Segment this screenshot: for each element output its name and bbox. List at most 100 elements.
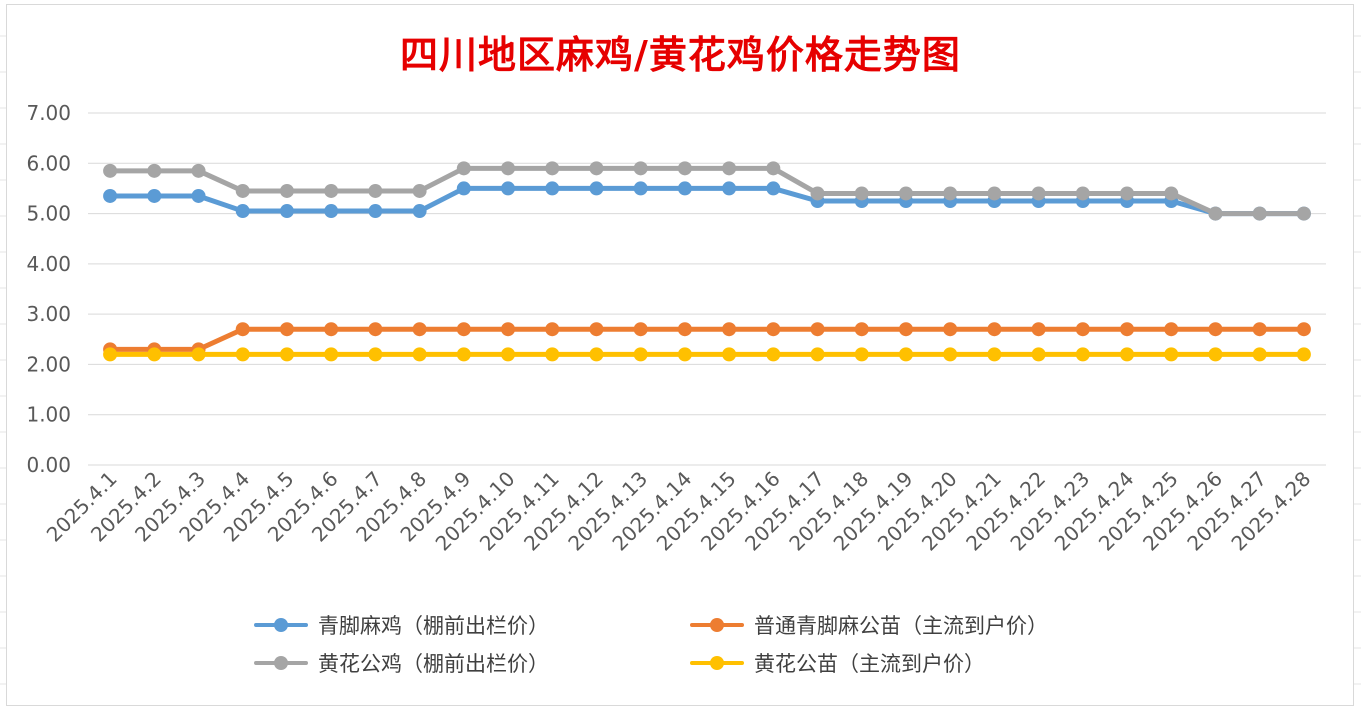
series-3-point bbox=[1164, 347, 1179, 362]
series-1-point bbox=[456, 322, 471, 337]
series-1-point bbox=[1164, 322, 1179, 337]
legend-item-series-0[interactable]: 青脚麻鸡（棚前出栏价） bbox=[250, 610, 549, 640]
series-3-point bbox=[1120, 347, 1135, 362]
series-3-point bbox=[1296, 347, 1311, 362]
series-3-point bbox=[898, 347, 913, 362]
series-3-point bbox=[412, 347, 427, 362]
y-axis: 0.00 1.00 2.00 3.00 4.00 5.00 6.00 7.00 bbox=[26, 101, 71, 477]
gridlines bbox=[88, 112, 1326, 466]
legend-label: 普通青脚麻公苗（主流到户价） bbox=[754, 614, 1048, 638]
y-tick-label: 4.00 bbox=[26, 252, 71, 276]
y-tick-label: 7.00 bbox=[26, 101, 71, 125]
series-2-line bbox=[107, 165, 1307, 217]
series-2-point bbox=[324, 183, 339, 198]
series-2-point bbox=[456, 161, 471, 176]
series-2-marker-swatch bbox=[274, 656, 288, 670]
series-1-point bbox=[1296, 322, 1311, 337]
series-3-point bbox=[324, 347, 339, 362]
series-3-point bbox=[368, 347, 383, 362]
legend-item-series-3[interactable]: 黄花公苗（主流到户价） bbox=[686, 648, 985, 678]
series-1-point bbox=[633, 322, 648, 337]
series-0-point bbox=[722, 181, 737, 196]
series-2-point bbox=[943, 186, 958, 201]
series-3-point bbox=[235, 347, 250, 362]
series-3-point bbox=[191, 347, 206, 362]
legend-item-series-2[interactable]: 黄花公鸡（棚前出栏价） bbox=[250, 648, 549, 678]
series-2-point bbox=[368, 183, 383, 198]
series-1-point bbox=[1208, 322, 1223, 337]
series-1-point bbox=[1031, 322, 1046, 337]
series-0-point bbox=[103, 188, 118, 203]
series-3-point bbox=[589, 347, 604, 362]
series-2-point bbox=[722, 161, 737, 176]
y-tick-label: 3.00 bbox=[26, 302, 71, 326]
y-tick-label: 1.00 bbox=[26, 403, 71, 427]
series-0-point bbox=[589, 181, 604, 196]
series-0-point bbox=[766, 181, 781, 196]
series-2-point bbox=[1031, 186, 1046, 201]
series-0-point bbox=[279, 204, 294, 219]
series-0-point bbox=[324, 204, 339, 219]
series-3-point bbox=[722, 347, 737, 362]
legend-label: 黄花公鸡（棚前出栏价） bbox=[318, 652, 549, 676]
y-tick-label: 0.00 bbox=[26, 453, 71, 477]
series-3-point bbox=[633, 347, 648, 362]
series-2-point bbox=[501, 161, 516, 176]
series-1-point bbox=[279, 322, 294, 337]
series-3-point bbox=[545, 347, 560, 362]
series-3-point bbox=[103, 347, 118, 362]
series-1-point bbox=[987, 322, 1002, 337]
series-0-marker-swatch bbox=[274, 618, 288, 632]
series-3-point bbox=[1075, 347, 1090, 362]
legend-swatch-icon bbox=[250, 610, 312, 640]
series-2-point bbox=[810, 186, 825, 201]
series-0-point bbox=[235, 204, 250, 219]
series-0-point bbox=[633, 181, 648, 196]
series-3-point bbox=[1252, 347, 1267, 362]
series-1-point bbox=[943, 322, 958, 337]
series-1-point bbox=[501, 322, 516, 337]
series-1-point bbox=[898, 322, 913, 337]
legend-item-series-1[interactable]: 普通青脚麻公苗（主流到户价） bbox=[686, 610, 1048, 640]
series-3-point bbox=[943, 347, 958, 362]
series-2-point bbox=[1164, 186, 1179, 201]
series-2-point bbox=[103, 163, 118, 178]
series-2-point bbox=[677, 161, 692, 176]
series-1-point bbox=[810, 322, 825, 337]
series-3-point bbox=[1031, 347, 1046, 362]
series-2-point bbox=[1120, 186, 1135, 201]
series-0-point bbox=[677, 181, 692, 196]
series-0-point bbox=[545, 181, 560, 196]
series-2-point bbox=[412, 183, 427, 198]
series-2-point bbox=[1252, 206, 1267, 221]
series-2-point bbox=[1296, 206, 1311, 221]
y-tick-label: 6.00 bbox=[26, 151, 71, 175]
series-3-point bbox=[677, 347, 692, 362]
series-3-point bbox=[501, 347, 516, 362]
series-2-point bbox=[147, 163, 162, 178]
series-3-point bbox=[810, 347, 825, 362]
series-1-point bbox=[722, 322, 737, 337]
series-1-point bbox=[589, 322, 604, 337]
series-1-point bbox=[368, 322, 383, 337]
series-0-point bbox=[412, 204, 427, 219]
series-3-point bbox=[456, 347, 471, 362]
series-3-point bbox=[147, 347, 162, 362]
y-tick-label: 2.00 bbox=[26, 352, 71, 376]
series-2-point bbox=[1208, 206, 1223, 221]
series-1-point bbox=[1075, 322, 1090, 337]
series-0-point bbox=[501, 181, 516, 196]
series-1-point bbox=[854, 322, 869, 337]
series-0-point bbox=[368, 204, 383, 219]
series-3-point bbox=[1208, 347, 1223, 362]
series-0-point bbox=[456, 181, 471, 196]
series-2-point bbox=[633, 161, 648, 176]
series-3-point bbox=[766, 347, 781, 362]
series-0-point bbox=[191, 188, 206, 203]
series-1-point bbox=[1120, 322, 1135, 337]
series-0-line bbox=[107, 185, 1307, 217]
series-2-point bbox=[987, 186, 1002, 201]
y-tick-label: 5.00 bbox=[26, 202, 71, 226]
legend-swatch-icon bbox=[250, 648, 312, 678]
